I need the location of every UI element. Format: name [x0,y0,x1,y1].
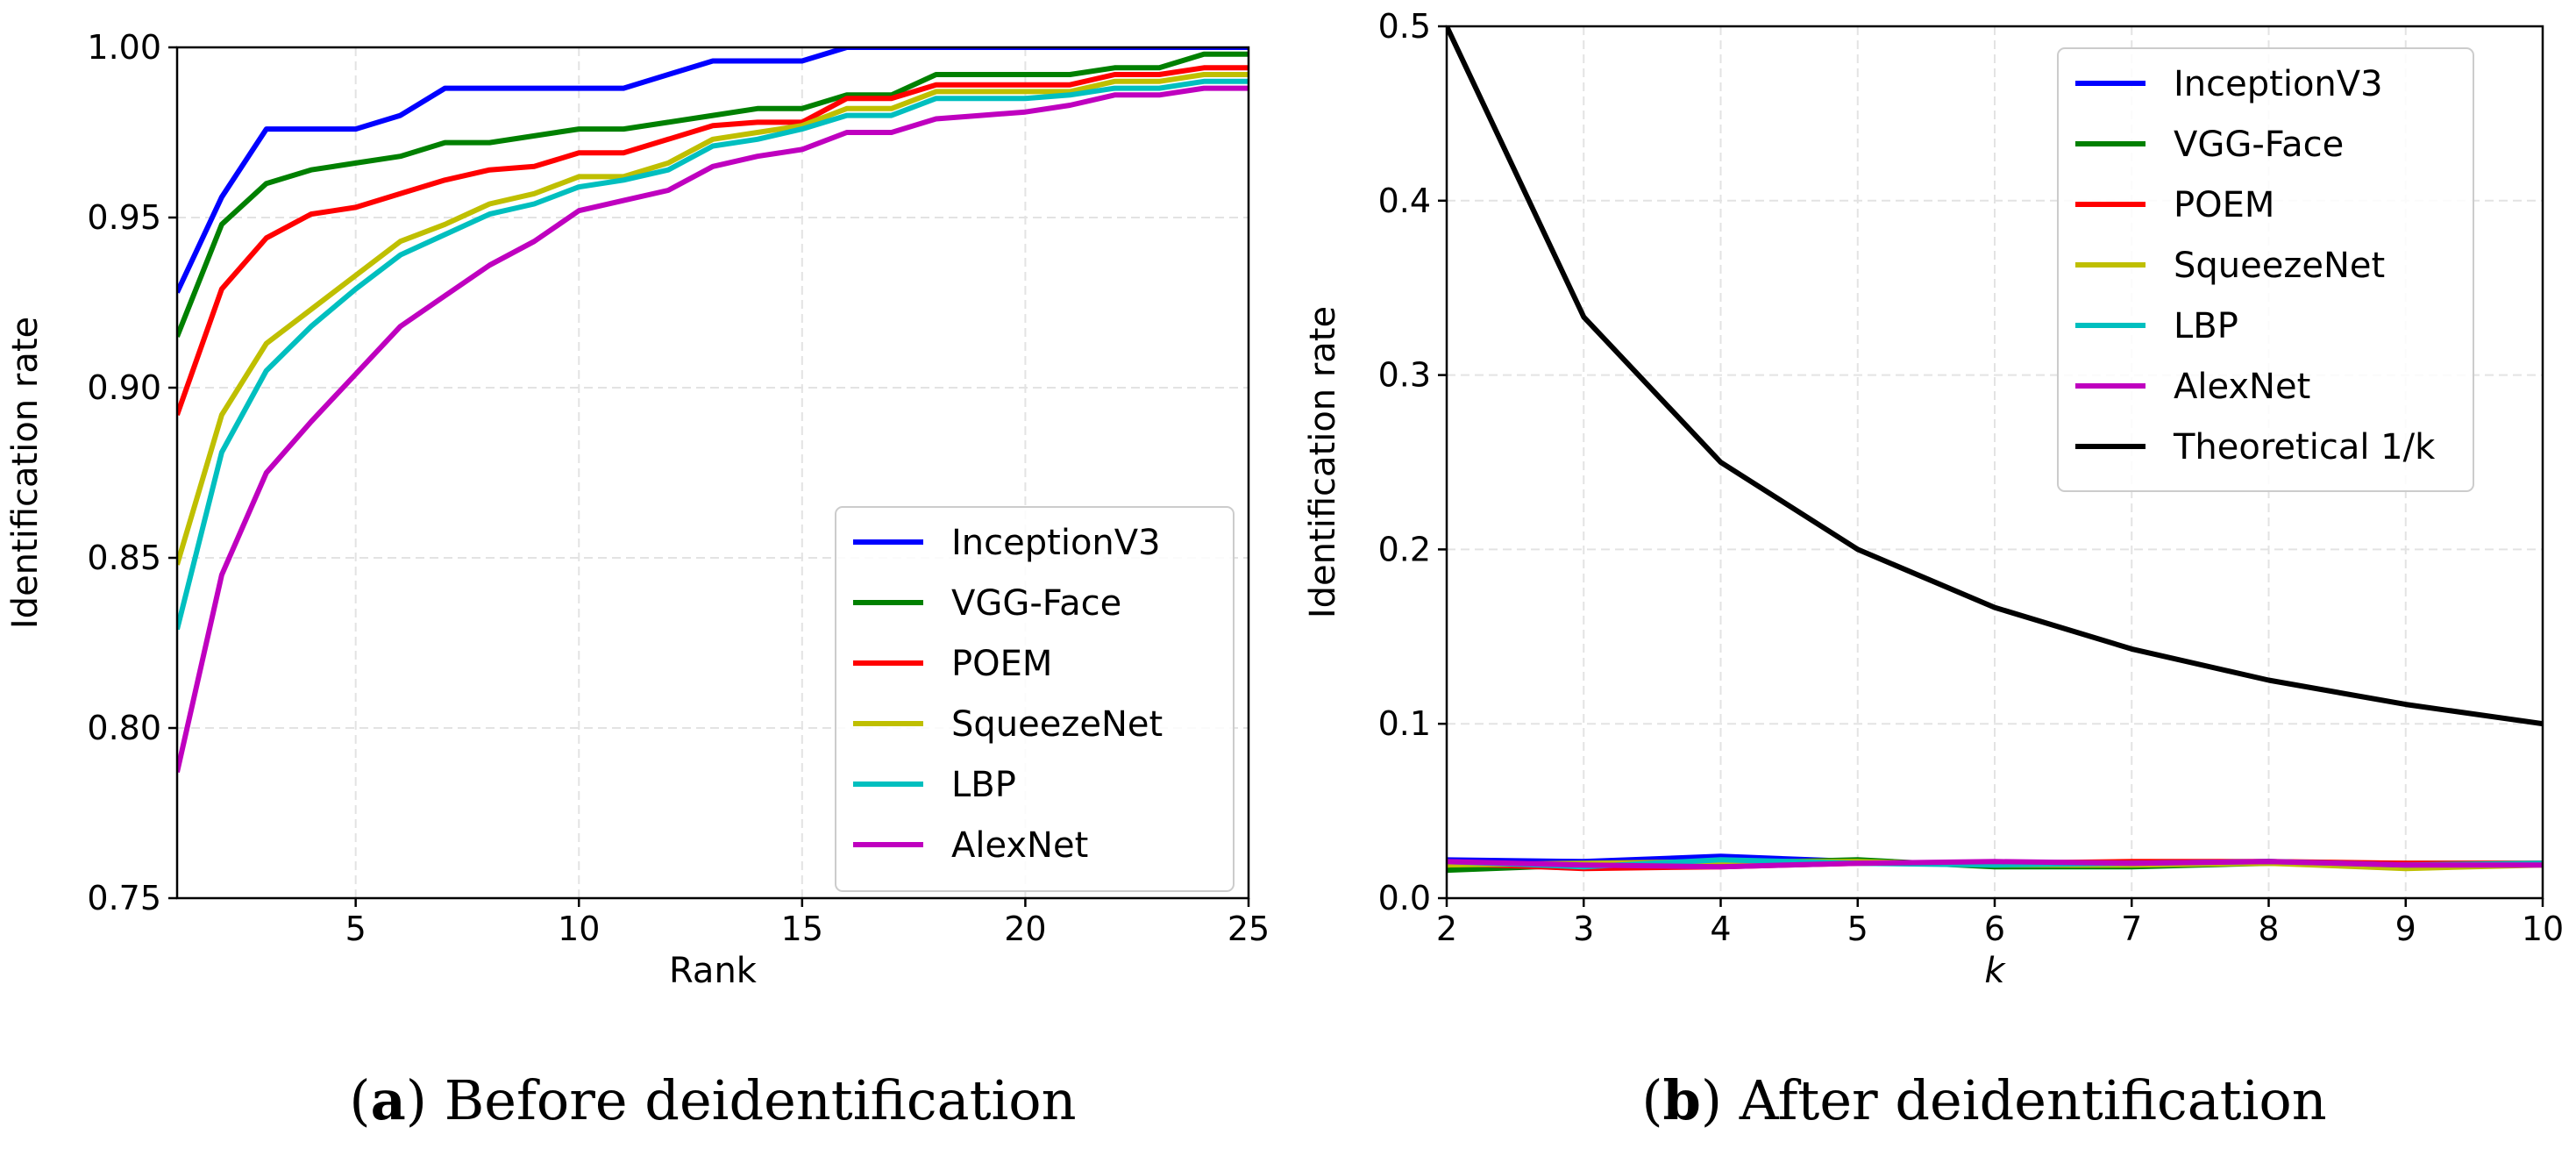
legend-label: LBP [951,765,1016,805]
caption-part: ) After deidentification [1701,1068,2327,1132]
legend-box [835,506,1235,892]
x-tick-label: 25 [1228,910,1270,948]
caption-part: ( [349,1068,370,1132]
caption-part: ( [1641,1068,1662,1132]
legend-label: SqueezeNet [951,704,1163,745]
x-tick-label: 3 [1573,910,1594,948]
legend-label: AlexNet [951,825,1088,866]
x-tick-label: 8 [2258,910,2279,948]
x-tick-label: 6 [1984,910,2005,948]
caption-part: a [371,1068,406,1132]
x-axis-label: k [1984,951,2006,991]
series-line-alexnet [177,85,1249,774]
legend-label: InceptionV3 [951,523,1161,563]
y-tick-label: 0.85 [87,539,161,577]
y-tick-label: 0.90 [87,368,161,407]
series-group [177,47,1249,774]
x-tick-label: 20 [1004,910,1046,948]
panel-caption: (b) After deidentification [1641,1068,2326,1132]
x-tick-label: 5 [1847,910,1868,948]
caption-part: b [1663,1068,1701,1132]
x-tick-label: 10 [558,910,600,948]
legend-label: VGG-Face [951,583,1121,624]
x-tick-label: 5 [345,910,366,948]
series-line-lbp [177,78,1249,631]
series-line-vgg-face [177,51,1249,338]
legend-label: POEM [2174,185,2274,225]
x-tick-label: 7 [2121,910,2142,948]
series-group [1447,26,2543,874]
x-tick-label: 15 [781,910,823,948]
series-line-poem [177,65,1249,417]
y-tick-label: 0.3 [1378,356,1431,395]
x-axis-label: Rank [669,951,758,991]
x-tick-label: 4 [1710,910,1731,948]
y-tick-label: 0.2 [1378,530,1431,568]
series-line-squeezenet [177,72,1249,566]
y-tick-label: 1.00 [87,28,161,67]
legend-label: AlexNet [2174,367,2310,407]
x-tick-label: 10 [2522,910,2564,948]
legend-label: VGG-Face [2174,125,2344,165]
series-line-inceptionv3 [177,47,1249,294]
y-tick-label: 0.1 [1378,704,1431,743]
x-tick-label: 2 [1436,910,1457,948]
plot-frame [175,46,1250,900]
y-tick-label: 0.95 [87,198,161,237]
x-tick-label: 9 [2395,910,2416,948]
y-tick-label: 0.0 [1378,879,1431,917]
y-axis-label: Identification rate [5,317,46,629]
legend-label: Theoretical 1/k [2173,427,2436,467]
legend-box [2057,47,2474,492]
y-axis-label: Identification rate [1303,306,1343,618]
y-tick-label: 0.5 [1378,7,1431,46]
chart-panel-b: 2 3 4 5 6 7 8 9 10 0.0 0.1 0.2 0.3 0.4 0.5 k Identificat… [1303,7,2564,1132]
legend-label: LBP [2174,306,2238,346]
y-tick-label: 0.4 [1378,182,1431,220]
legend-label: POEM [951,644,1052,684]
chart-panel-a: 5 10 15 20 25 0.75 0.80 0.85 0.90 0.95 1.00 Rank Ide… [5,28,1270,1132]
legend-label: InceptionV3 [2174,64,2383,104]
caption-part: ) Before deidentification [406,1068,1077,1132]
series-line-alexnet [1447,859,2543,870]
panel-caption: (a) Before deidentification [349,1068,1076,1132]
y-tick-label: 0.80 [87,709,161,747]
legend-label: SqueezeNet [2174,246,2385,286]
series-line-theoretical-1-k [1447,26,2543,727]
y-tick-label: 0.75 [87,879,161,917]
